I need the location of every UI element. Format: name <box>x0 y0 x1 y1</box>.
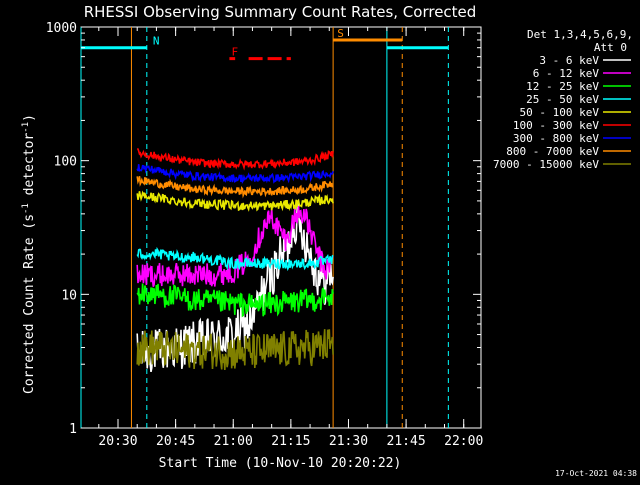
y-tick-label-3: 1000 <box>46 21 77 36</box>
series-line-7 <box>136 176 334 199</box>
x-tick-label-0: 20:30 <box>98 434 137 449</box>
legend-label-7: 800 - 7000 keV <box>506 145 599 158</box>
svg-text:Corrected Count Rate (s-1 dete: Corrected Count Rate (s-1 detector-1) <box>21 114 37 394</box>
legend-label-3: 25 - 50 keV <box>526 93 599 106</box>
flag-markers: N S F <box>81 27 449 61</box>
y-axis-label: Corrected Count Rate (s-1 detector-1) <box>21 114 37 394</box>
y-tick-label-1: 10 <box>61 288 77 303</box>
series-line-6 <box>136 164 334 185</box>
legend-label-4: 50 - 100 keV <box>520 106 600 119</box>
legend-label-8: 7000 - 15000 keV <box>493 158 599 171</box>
x-tick-label-1: 20:45 <box>156 434 195 449</box>
x-tick-label-5: 21:45 <box>387 434 426 449</box>
legend-label-6: 300 - 800 keV <box>513 132 599 145</box>
series-line-4 <box>136 190 334 212</box>
legend-label-0: 3 - 6 keV <box>539 54 599 67</box>
legend-header-line2: Att 0 <box>594 41 627 54</box>
flag-label-F: F <box>232 46 239 59</box>
axes: 1 10 100 1000 20:30 20:45 21:00 21:15 21:30 21:45… <box>46 21 484 449</box>
x-tick-label-3: 21:15 <box>271 434 310 449</box>
chart-title: RHESSI Observing Summary Count Rates, Co… <box>84 3 477 21</box>
legend-label-5: 100 - 300 keV <box>513 119 599 132</box>
legend-header-line1: Det 1,3,4,5,6,9, <box>527 28 633 41</box>
y-tick-label-2: 100 <box>54 155 77 170</box>
x-axis-label: Start Time (10-Nov-10 20:20:22) <box>159 456 402 471</box>
series-line-3 <box>136 246 334 272</box>
vertical-markers <box>80 27 449 428</box>
footer-timestamp: 17-Oct-2021 04:38 <box>555 469 637 478</box>
series-line-2 <box>136 283 334 318</box>
flag-label-S: S <box>337 27 344 40</box>
legend-label-1: 6 - 12 keV <box>533 67 600 80</box>
series-line-8 <box>136 329 334 370</box>
x-tick-label-4: 21:30 <box>329 434 368 449</box>
series-line-5 <box>137 148 334 171</box>
y-tick-label-0: 1 <box>69 422 77 437</box>
x-tick-label-6: 22:00 <box>444 434 483 449</box>
legend-label-2: 12 - 25 keV <box>526 80 599 93</box>
flag-label-N: N <box>153 35 160 48</box>
series-line-1 <box>136 205 334 287</box>
series-layer <box>136 148 334 373</box>
x-tick-label-2: 21:00 <box>214 434 253 449</box>
